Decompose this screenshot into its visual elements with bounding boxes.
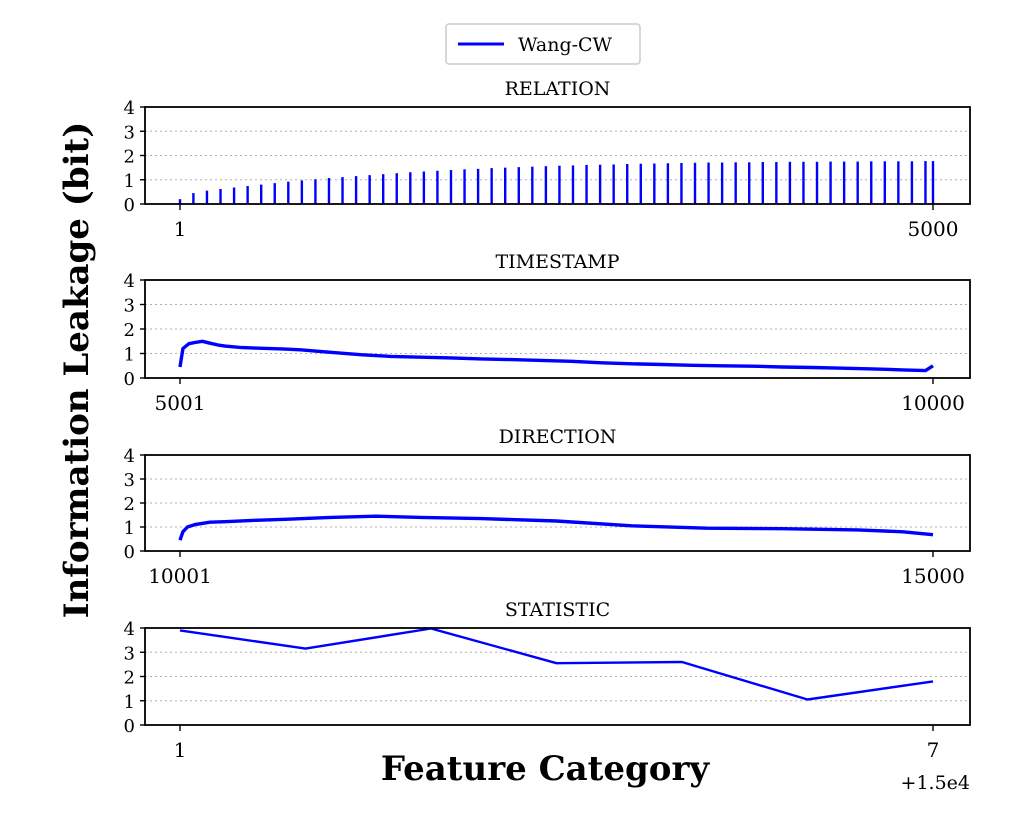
legend-label: Wang-CW (518, 34, 613, 56)
y-tick-label: 3 (124, 122, 135, 143)
y-tick-label: 2 (124, 668, 135, 689)
x-tick-label: 10000 (901, 391, 965, 415)
x-tick-label: 5001 (155, 391, 206, 415)
y-tick-label: 3 (124, 296, 135, 317)
y-tick-label: 4 (124, 446, 135, 467)
x-offset-label: +1.5e4 (901, 772, 970, 794)
x-tick-label: 15000 (901, 564, 965, 588)
y-tick-label: 1 (124, 345, 135, 366)
y-tick-label: 4 (124, 98, 135, 119)
plot-frame (144, 627, 971, 726)
panel-timestamp: TIMESTAMP 0 1 2 3 4 5001 10000 (124, 251, 971, 415)
panel-direction: DIRECTION 0 1 2 3 4 10001 15000 (124, 426, 971, 588)
x-tick-label: 1 (174, 217, 187, 241)
x-tick-label: 5000 (908, 217, 959, 241)
x-tick-label: 7 (927, 738, 940, 762)
x-axis-label: Feature Category (381, 749, 711, 789)
plot-frame (144, 279, 971, 379)
y-axis-label: Information Leakage (bit) (57, 122, 97, 619)
panel-title: TIMESTAMP (495, 251, 619, 273)
legend-box (445, 23, 641, 65)
y-tick-label: 1 (124, 692, 135, 713)
y-tick-label: 1 (124, 171, 135, 192)
y-tick-label: 3 (124, 470, 135, 491)
panel-title: RELATION (505, 78, 611, 100)
panel-relation: RELATION 0 1 2 3 4 1 5000 (124, 78, 971, 241)
y-tick-label: 0 (124, 195, 135, 216)
panel-title: DIRECTION (499, 426, 617, 448)
series-line (179, 627, 934, 701)
panel-statistic: STATISTIC 0 1 2 3 4 1 7 +1.5e4 (124, 599, 971, 794)
series-line (178, 339, 934, 373)
y-tick-label: 0 (124, 369, 135, 390)
plot-frame (144, 454, 971, 552)
series-line (178, 514, 934, 541)
y-tick-label: 3 (124, 643, 135, 664)
panel-title: STATISTIC (505, 599, 610, 621)
y-tick-label: 0 (124, 716, 135, 737)
y-tick-label: 4 (124, 271, 135, 292)
y-tick-label: 4 (124, 619, 135, 640)
x-tick-label: 1 (174, 738, 187, 762)
plot-frame (144, 106, 971, 205)
y-tick-label: 0 (124, 542, 135, 563)
x-tick-label: 10001 (148, 564, 212, 588)
y-tick-label: 2 (124, 320, 135, 341)
y-tick-label: 2 (124, 494, 135, 515)
legend: Wang-CW (445, 23, 641, 65)
y-tick-label: 1 (124, 518, 135, 539)
y-tick-label: 2 (124, 147, 135, 168)
